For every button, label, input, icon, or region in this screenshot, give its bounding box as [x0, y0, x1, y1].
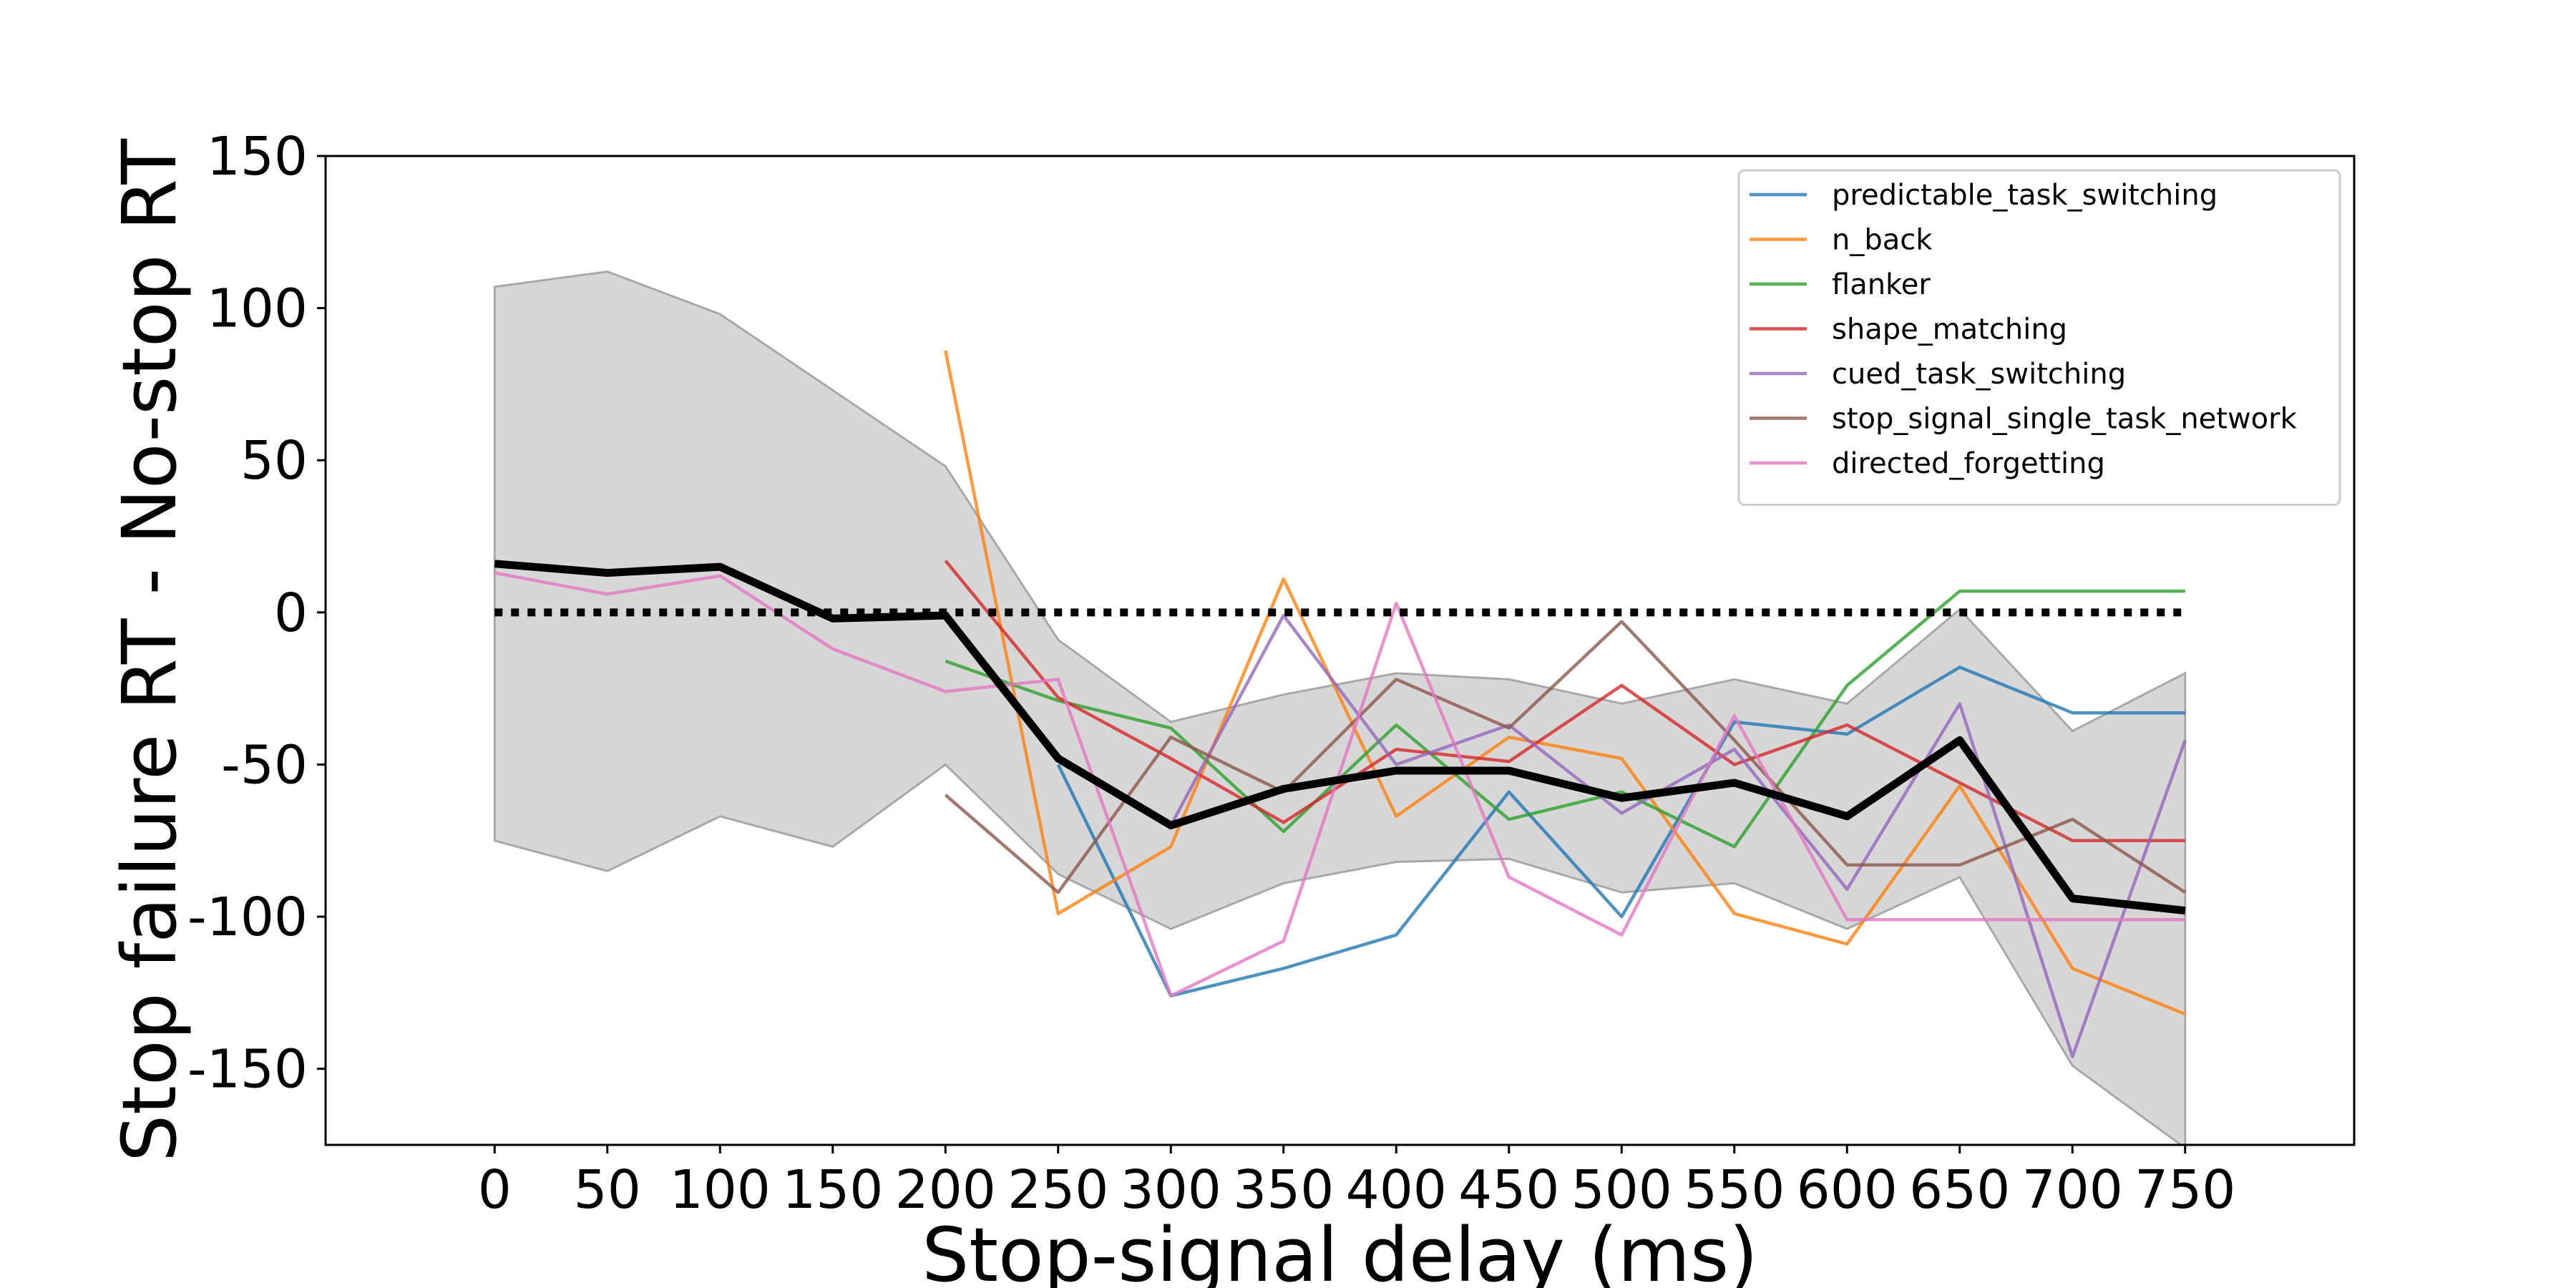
x-tick-label: 50 [574, 1159, 641, 1221]
plot-frame [324, 155, 2356, 1146]
y-axis-ticks: 150 100 50 0 -50 -100 -150 [187, 126, 326, 1101]
y-tick-label: 150 [207, 126, 308, 187]
x-axis-label: Stop-signal delay (ms) [922, 1211, 1758, 1288]
x-tick-label: 600 [1797, 1159, 1898, 1221]
x-tick-label: 450 [1458, 1159, 1559, 1221]
series-line-stop-signal-single-task-network [944, 620, 2187, 894]
x-axis-ticks: 0 50 100 150 200 250 300 350 400 450 500 550 600 650 7… [478, 1145, 2235, 1221]
series-line-flanker [945, 589, 2185, 849]
x-tick-label: 150 [782, 1159, 883, 1221]
y-tick-label: -150 [187, 1039, 308, 1101]
series-line-predictable-task-switching [1056, 665, 2185, 997]
x-tick-label: 650 [1909, 1159, 2010, 1221]
legend-label: predictable_task_switching [1832, 179, 2218, 212]
x-tick-label: 700 [2022, 1159, 2123, 1221]
legend-box [1737, 169, 2341, 506]
series-line-shape-matching [944, 560, 2185, 843]
y-tick-label: -50 [221, 734, 308, 796]
x-tick-label: 100 [670, 1159, 771, 1221]
mean-line-layer [494, 560, 2186, 915]
x-tick-label: 350 [1233, 1159, 1334, 1221]
x-tick-label: 550 [1684, 1159, 1785, 1221]
x-tick-label: 250 [1008, 1159, 1108, 1221]
series-line-cued-task-switching [1169, 613, 2187, 1058]
x-tick-label: 300 [1121, 1159, 1221, 1221]
x-tick-label: 500 [1571, 1159, 1672, 1221]
legend-label: shape_matching [1832, 313, 2067, 346]
x-tick-label: 400 [1346, 1159, 1447, 1221]
x-tick-label: 200 [895, 1159, 996, 1221]
x-tick-label: 0 [478, 1159, 512, 1221]
confidence-band [493, 270, 2187, 1145]
legend-label: flanker [1832, 268, 1931, 301]
y-tick-label: -100 [187, 887, 308, 948]
x-tick-label: 750 [2135, 1159, 2235, 1221]
legend-label: directed_forgetting [1832, 447, 2105, 480]
y-tick-label: 50 [240, 430, 308, 492]
y-axis-label: Stop failure RT - No-stop RT [106, 139, 193, 1162]
y-tick-label: 0 [274, 582, 308, 644]
legend-label: n_back [1832, 224, 1933, 257]
legend-label: stop_signal_single_task_network [1832, 403, 2298, 436]
y-tick-label: 100 [207, 278, 308, 340]
confidence-band-layer [493, 270, 2187, 1145]
mean-line [494, 560, 2186, 915]
series-line-n-back [944, 350, 2186, 1016]
series-layer [494, 350, 2187, 1058]
legend-label: cued_task_switching [1832, 358, 2126, 391]
